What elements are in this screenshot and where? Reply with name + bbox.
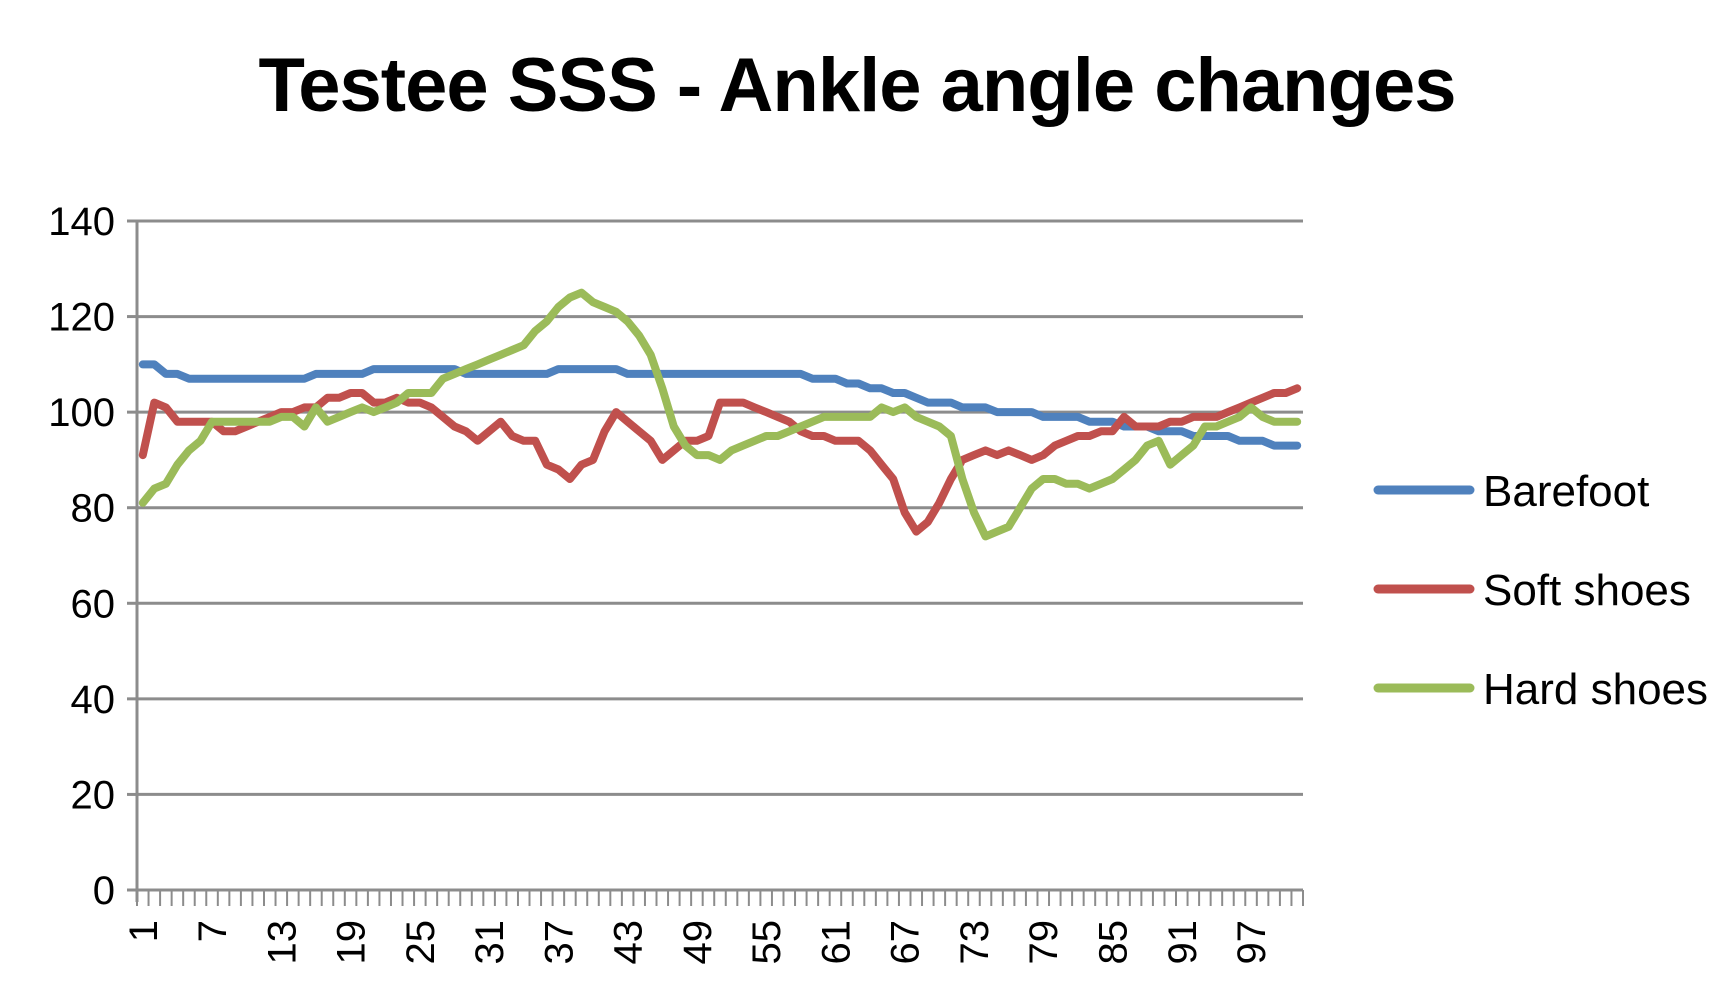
x-tick-label: 31 <box>468 920 512 965</box>
legend-label-hard-shoes: Hard shoes <box>1483 665 1708 714</box>
x-tick-label: 25 <box>399 920 443 965</box>
y-tick-label: 0 <box>93 869 115 913</box>
chart-title: Testee SSS - Ankle angle changes <box>258 43 1456 128</box>
x-tick-label: 7 <box>191 920 235 942</box>
x-tick-label: 37 <box>537 920 581 965</box>
legend: Barefoot Soft shoes Hard shoes <box>1373 467 1708 714</box>
x-tick-label: 19 <box>330 920 374 965</box>
gridlines <box>137 219 1303 796</box>
y-tick-label: 60 <box>71 582 116 626</box>
x-tick-label: 1 <box>122 920 166 942</box>
x-tick-label: 13 <box>260 920 304 965</box>
series-line-barefoot <box>138 360 1302 450</box>
x-tick-label: 67 <box>884 920 928 965</box>
legend-label-soft-shoes: Soft shoes <box>1483 566 1691 615</box>
x-tick-label: 91 <box>1161 920 1205 965</box>
x-tick-label: 79 <box>1022 920 1066 965</box>
x-tick-label: 55 <box>745 920 789 965</box>
series-line-soft-shoes <box>138 384 1302 536</box>
y-tick-label: 120 <box>48 296 115 340</box>
x-tick-label: 85 <box>1092 920 1136 965</box>
axes: 0 20 40 60 80 100 120 140 1 7 13 19 25 31 37 43 49 55 61 67… <box>48 200 1304 965</box>
y-tick-label: 140 <box>48 200 115 244</box>
x-tick-label: 73 <box>953 920 997 965</box>
legend-label-barefoot: Barefoot <box>1483 467 1649 516</box>
x-tick-label: 97 <box>1230 920 1274 965</box>
series-line-hard-shoes <box>138 288 1302 541</box>
series-lines <box>138 288 1302 541</box>
y-tick-label: 80 <box>71 487 116 531</box>
x-tick-label: 43 <box>607 920 651 965</box>
y-tick-label: 100 <box>48 391 115 435</box>
y-tick-label: 40 <box>71 678 116 722</box>
x-tick-label: 49 <box>676 920 720 965</box>
y-tick-label: 20 <box>71 773 116 817</box>
x-tick-label: 61 <box>814 920 858 965</box>
